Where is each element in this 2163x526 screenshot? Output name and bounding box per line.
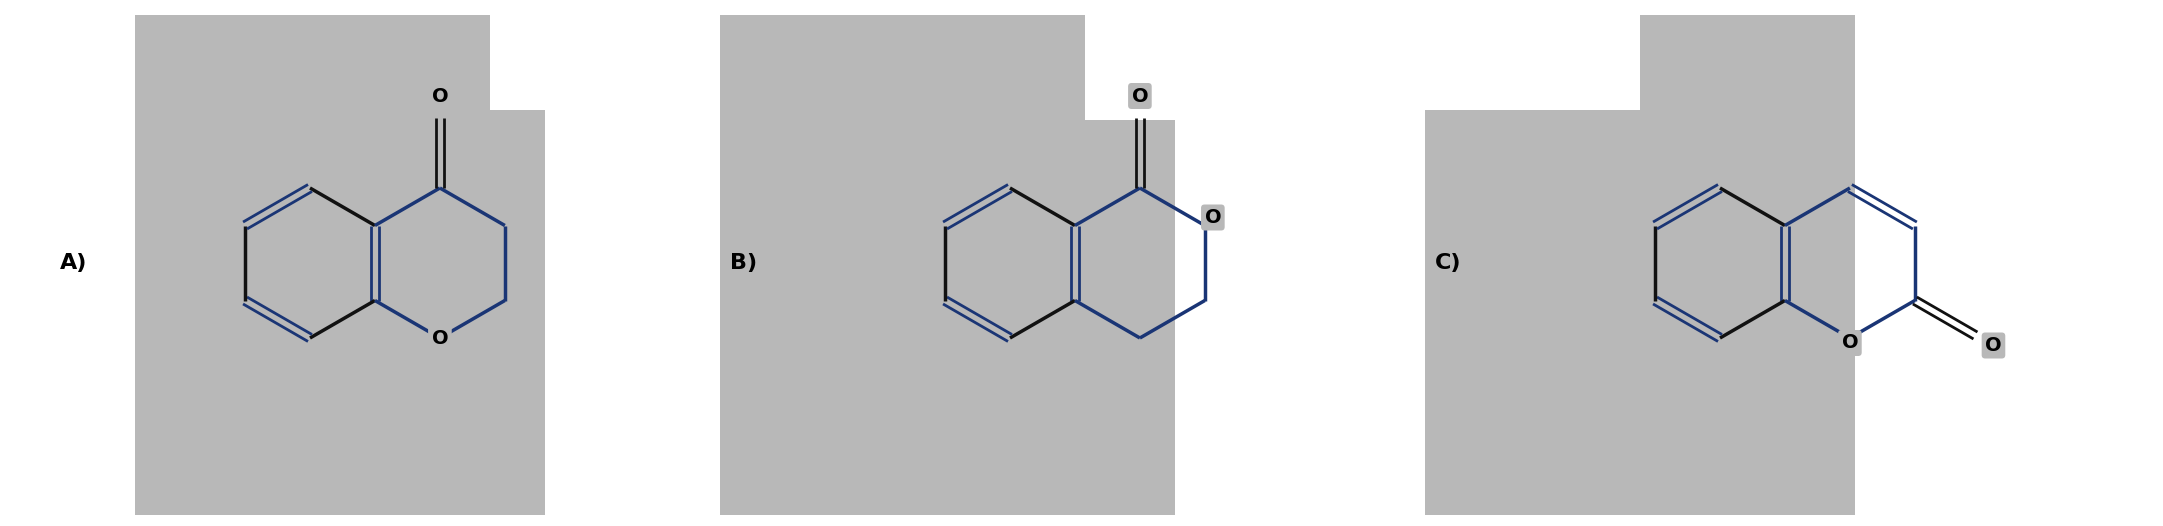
Polygon shape bbox=[720, 15, 1175, 515]
Text: A): A) bbox=[61, 253, 87, 273]
Text: O: O bbox=[1205, 208, 1222, 227]
Text: C): C) bbox=[1434, 253, 1462, 273]
Text: O: O bbox=[1841, 333, 1858, 352]
Text: O: O bbox=[1131, 86, 1149, 106]
Text: O: O bbox=[433, 329, 448, 348]
Polygon shape bbox=[134, 15, 545, 515]
Polygon shape bbox=[1425, 15, 1856, 515]
Text: B): B) bbox=[729, 253, 757, 273]
Text: O: O bbox=[433, 86, 448, 106]
Text: O: O bbox=[1986, 336, 2001, 355]
